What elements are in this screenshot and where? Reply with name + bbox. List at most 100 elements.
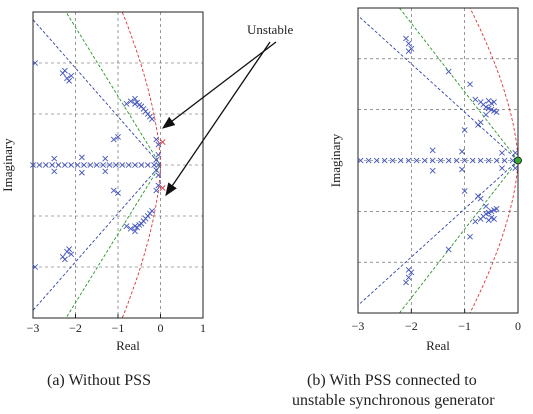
- marker-stroke: [119, 162, 126, 168]
- marker-stroke: [480, 101, 487, 108]
- pole-marker: [472, 96, 479, 103]
- pole-marker: [106, 162, 113, 168]
- pole-marker: [51, 168, 58, 175]
- x-tick-label: −2: [405, 319, 418, 333]
- pole-marker: [123, 223, 130, 230]
- marker-stroke: [127, 98, 134, 105]
- marker-stroke: [93, 162, 100, 168]
- marker-stroke: [499, 149, 505, 156]
- marker-stroke: [155, 151, 162, 158]
- marker-stroke: [55, 162, 62, 168]
- marker-stroke: [61, 256, 68, 263]
- marker-stroke: [403, 35, 409, 42]
- pole-marker: [123, 100, 130, 107]
- marker-stroke: [472, 218, 479, 225]
- damping-curve-red: [469, 7, 519, 161]
- pole-marker: [483, 203, 489, 210]
- marker-stroke: [49, 162, 56, 168]
- pole-marker: [475, 121, 481, 128]
- marker-stroke: [61, 67, 68, 74]
- marker-stroke: [459, 148, 465, 155]
- damping-curve-red: [121, 164, 161, 319]
- marker-stroke: [493, 109, 500, 116]
- marker-stroke: [453, 157, 460, 164]
- pole-marker: [49, 162, 56, 168]
- pole-marker: [66, 77, 73, 84]
- pole-marker: [153, 187, 160, 194]
- pole-marker: [134, 224, 141, 231]
- marker-stroke: [132, 223, 138, 230]
- marker-stroke: [144, 162, 151, 168]
- marker-stroke: [512, 165, 519, 172]
- x-tick-label: 1: [200, 321, 206, 335]
- pole-marker: [68, 251, 75, 258]
- pole-marker: [405, 157, 412, 164]
- pole-marker: [153, 136, 160, 143]
- marker-stroke: [413, 157, 420, 164]
- marker-stroke: [153, 167, 160, 174]
- damping-ray-green: [65, 11, 161, 166]
- pole-marker: [461, 157, 468, 164]
- pole-marker: [110, 136, 117, 143]
- marker-stroke: [477, 195, 484, 202]
- marker-stroke: [483, 111, 489, 118]
- marker-stroke: [153, 156, 160, 163]
- marker-stroke: [408, 269, 415, 276]
- pole-marker: [485, 157, 492, 164]
- pole-marker: [155, 182, 162, 189]
- marker-stroke: [461, 127, 468, 133]
- marker-stroke: [153, 187, 160, 194]
- marker-stroke: [405, 40, 412, 47]
- pole-marker: [389, 157, 396, 164]
- marker-stroke: [125, 162, 132, 168]
- pole-marker: [132, 162, 138, 168]
- pole-marker: [42, 162, 49, 168]
- marker-stroke: [134, 224, 141, 231]
- marker-stroke: [159, 185, 166, 191]
- pole-marker: [127, 98, 134, 105]
- marker-stroke: [405, 48, 412, 55]
- pole-marker: [153, 156, 160, 163]
- chart-a-without-pss: −3 −2 −1 0 1 Real Imaginary: [0, 11, 206, 353]
- marker-stroke: [30, 162, 36, 168]
- pole-marker: [445, 157, 452, 164]
- pole-marker: [413, 157, 420, 164]
- marker-stroke: [81, 162, 87, 168]
- pole-marker: [512, 149, 519, 156]
- marker-stroke: [501, 157, 508, 164]
- pole-marker: [61, 162, 68, 168]
- pole-marker: [55, 162, 62, 168]
- pole-marker: [475, 193, 481, 200]
- marker-stroke: [151, 162, 158, 168]
- pole-marker: [461, 127, 468, 133]
- pole-marker: [78, 154, 85, 161]
- marker-stroke: [389, 157, 396, 164]
- marker-stroke: [87, 162, 94, 168]
- marker-stroke: [491, 99, 497, 105]
- marker-stroke: [149, 207, 155, 214]
- pole-marker: [437, 157, 444, 164]
- x-tick-label: −1: [112, 321, 125, 335]
- marker-stroke: [155, 141, 162, 148]
- pole-marker: [36, 162, 43, 168]
- pole-marker: [115, 134, 121, 140]
- pole-marker: [445, 68, 452, 75]
- marker-stroke: [491, 108, 497, 114]
- marker-stroke: [68, 162, 75, 168]
- marker-stroke: [461, 157, 468, 164]
- pole-marker: [491, 216, 497, 222]
- damping-ray-blue: [32, 164, 161, 311]
- pole-marker: [125, 162, 132, 168]
- pole-marker: [61, 67, 68, 74]
- marker-stroke: [123, 223, 130, 230]
- pole-marker: [499, 149, 505, 156]
- marker-stroke: [68, 72, 75, 79]
- marker-stroke: [74, 162, 81, 168]
- pole-marker: [405, 48, 412, 55]
- marker-stroke: [491, 216, 497, 222]
- marker-stroke: [78, 154, 85, 161]
- pole-marker: [483, 111, 489, 118]
- marker-stroke: [127, 225, 134, 232]
- marker-stroke: [475, 193, 481, 200]
- chart-b-with-pss: −3 −2 −1 0 Real Imaginary: [328, 7, 522, 353]
